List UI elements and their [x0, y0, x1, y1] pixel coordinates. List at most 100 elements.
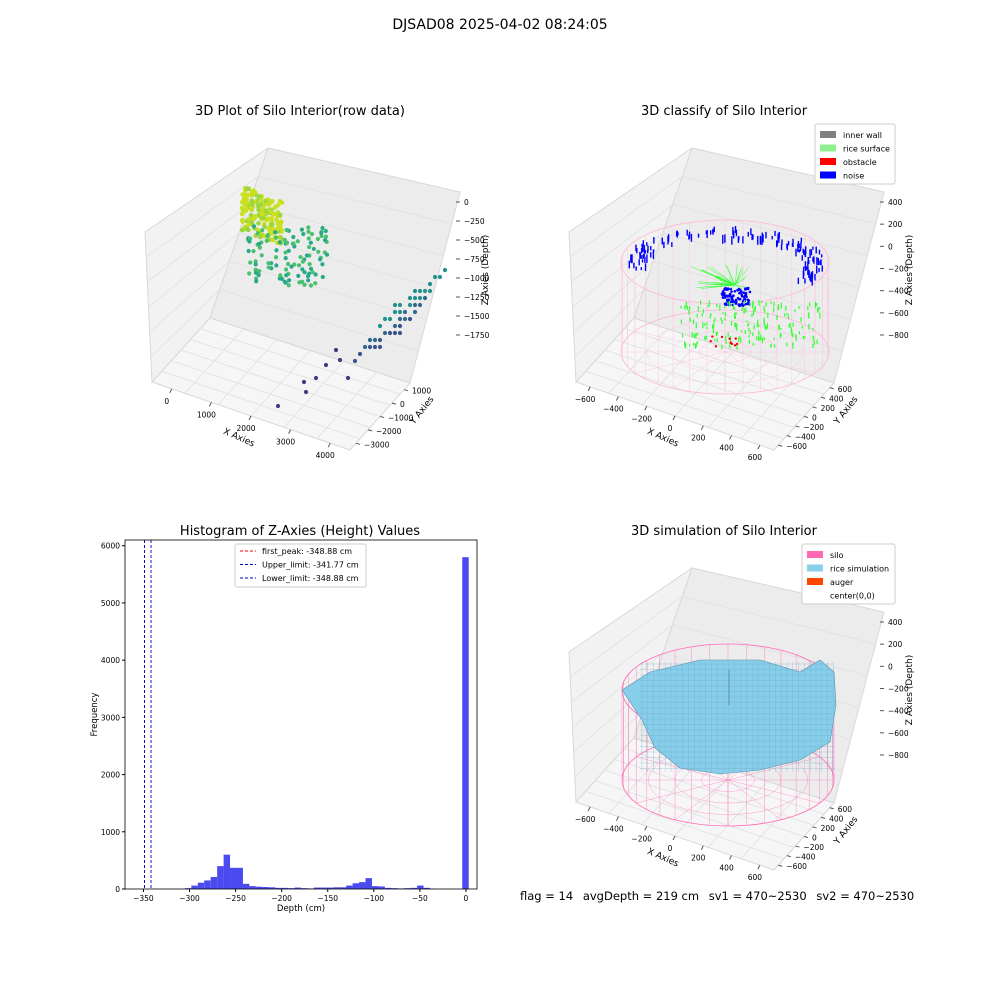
- rice-surface-point: [749, 302, 751, 307]
- rice-surface-point: [735, 311, 737, 316]
- histogram-bar: [217, 866, 224, 889]
- noise-point: [724, 286, 727, 290]
- noise-point: [808, 260, 810, 265]
- noise-point: [814, 273, 816, 281]
- y-tick-label: −200: [803, 843, 824, 852]
- rice-surface-point: [765, 326, 768, 330]
- z-histogram: −350 −300 −250 −200 −150 −100 −50 0 0 1000 2000 300…: [90, 539, 478, 914]
- data-point: [417, 295, 423, 301]
- data-point: [275, 403, 281, 409]
- x-tick: [672, 835, 676, 841]
- rice-surface-point: [734, 284, 747, 288]
- rice-surface-point: [725, 341, 727, 344]
- z-tick-label: −200: [888, 265, 909, 274]
- rice-surface-point: [714, 317, 716, 322]
- noise-point: [801, 255, 803, 261]
- data-point: [427, 281, 433, 287]
- x-tick: [757, 864, 761, 870]
- noise-point: [781, 239, 783, 245]
- rice-surface-point: [816, 339, 818, 345]
- rice-surface-point: [704, 336, 706, 341]
- noise-point: [811, 271, 814, 279]
- y-tick-label: 6000: [101, 542, 120, 551]
- data-point: [243, 207, 249, 213]
- data-point: [324, 252, 330, 257]
- y-tick-label: 400: [829, 394, 844, 403]
- noise-point: [643, 253, 645, 257]
- y-tick-label: 2000: [101, 771, 120, 780]
- z-tick-label: −800: [888, 331, 909, 340]
- rice-surface-point: [721, 281, 736, 286]
- noise-point: [636, 247, 638, 254]
- rice-surface-point: [773, 307, 775, 313]
- obstacle-point: [734, 337, 737, 340]
- data-point: [402, 309, 408, 315]
- noise-point: [798, 249, 800, 253]
- data-point: [249, 220, 254, 225]
- rice-surface-point: [716, 331, 719, 335]
- x-tick-label: 0: [668, 844, 673, 853]
- noise-point: [812, 257, 814, 262]
- histogram-bar: [255, 886, 263, 889]
- data-point: [247, 271, 252, 276]
- data-point: [337, 357, 343, 363]
- data-point: [283, 256, 288, 261]
- noise-point: [644, 256, 646, 263]
- noise-point: [736, 288, 739, 292]
- x-tick-label: 4000: [316, 451, 335, 460]
- x-tick: [757, 444, 761, 450]
- rice-surface-point: [785, 308, 787, 311]
- data-point: [308, 266, 314, 271]
- noise-point: [709, 230, 712, 235]
- noise-point: [638, 259, 640, 266]
- data-point: [315, 236, 321, 242]
- noise-point: [652, 249, 655, 253]
- data-point: [377, 344, 383, 350]
- classify-plot-title: 3D classify of Silo Interior: [640, 104, 808, 119]
- rice-surface-point: [727, 332, 729, 337]
- data-point: [397, 302, 403, 308]
- legend-entry: center(0,0): [830, 592, 875, 601]
- data-point: [259, 253, 264, 258]
- rice-surface-point: [693, 342, 695, 346]
- x-axis-label: Depth (cm): [277, 904, 325, 914]
- data-point: [265, 232, 271, 238]
- noise-point: [642, 240, 645, 247]
- y-tick-label: 0: [812, 834, 817, 843]
- noise-point: [761, 232, 764, 238]
- data-point: [303, 389, 309, 395]
- data-point: [277, 212, 283, 218]
- data-point: [277, 240, 282, 245]
- inner-wall-floor-spoke: [724, 351, 816, 374]
- grid-line: [571, 624, 673, 703]
- rice-surface-point: [705, 335, 707, 340]
- grid-line: [574, 289, 644, 358]
- data-point: [289, 264, 294, 269]
- data-point: [271, 211, 277, 217]
- x-tick-label: 600: [748, 873, 763, 882]
- rice-surface-point: [707, 304, 709, 308]
- data-point: [258, 202, 263, 208]
- data-point: [291, 234, 296, 240]
- noise-point: [757, 235, 759, 245]
- data-point: [308, 240, 313, 245]
- x-tick-label: −200: [271, 894, 292, 903]
- noise-point: [646, 242, 648, 246]
- noise-point: [640, 267, 642, 271]
- histogram-bar: [275, 887, 282, 889]
- noise-point: [630, 254, 633, 262]
- noise-point: [733, 230, 735, 239]
- z-tick-label: −750: [464, 255, 485, 264]
- data-point: [246, 248, 251, 254]
- data-point: [266, 261, 271, 266]
- z-tick-label: −250: [464, 217, 485, 226]
- legend-swatch: [807, 564, 823, 572]
- noise-point: [737, 297, 741, 301]
- x-tick: [288, 429, 292, 434]
- data-point: [251, 224, 257, 229]
- rice-surface-point: [748, 334, 750, 338]
- rice-surface-point: [696, 313, 698, 318]
- data-point: [258, 234, 263, 240]
- rice-surface-point: [689, 317, 691, 322]
- data-point: [275, 202, 281, 208]
